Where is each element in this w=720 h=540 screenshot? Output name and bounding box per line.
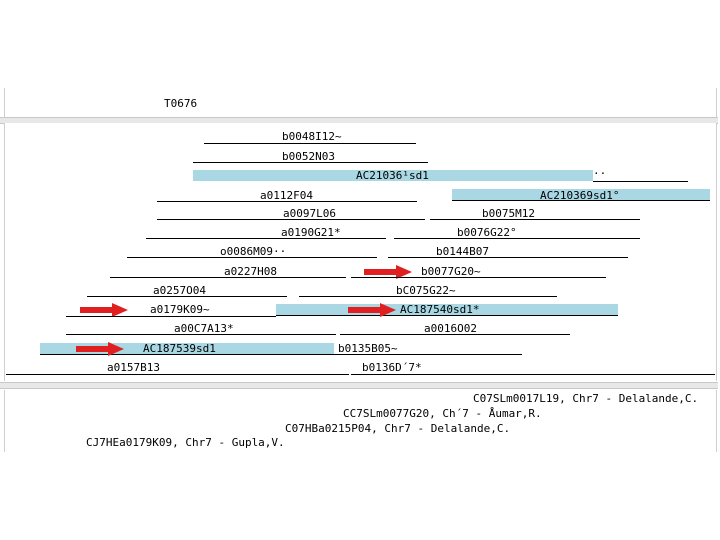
clone-label[interactable]: a0257O04 (153, 284, 206, 297)
info-line[interactable]: C07HBa0215P04, Chr7 - Delalande,C. (285, 422, 511, 435)
info-line[interactable]: CJ7HEa0179K09, Chr7 - Gupla,V. (86, 436, 285, 449)
clone-label[interactable]: AC187539sd1 (143, 342, 216, 355)
red-arrow-icon (80, 303, 128, 317)
sequenced-clone-bar[interactable] (193, 170, 593, 181)
clone-label[interactable]: a0179K09~ (150, 303, 210, 316)
clone-label[interactable]: b0075M12 (482, 207, 535, 220)
red-arrow-icon (76, 342, 124, 356)
clone-line[interactable] (110, 277, 346, 278)
clone-line[interactable] (394, 238, 640, 239)
clone-line[interactable] (87, 296, 287, 297)
clone-label[interactable]: b0144B07 (436, 245, 489, 258)
clone-line[interactable] (127, 257, 377, 258)
clone-line[interactable] (334, 354, 522, 355)
clone-label[interactable]: AC21036¹sd1 (356, 169, 429, 182)
clone-label[interactable]: b0136D´7* (362, 361, 422, 374)
panel-separator-bottom[interactable] (0, 382, 718, 389)
red-arrow-icon (364, 265, 412, 279)
clone-label[interactable]: AC187540sd1* (400, 303, 480, 316)
clone-line[interactable] (66, 316, 276, 317)
info-line[interactable]: C07SLm0017L19, Chr7 - Delalande,C. (473, 392, 699, 405)
clone-line[interactable] (299, 296, 557, 297)
clone-line[interactable] (6, 374, 349, 375)
clone-label[interactable]: b0077G20~ (421, 265, 481, 278)
sequenced-clone-bar[interactable] (452, 189, 710, 200)
clone-label[interactable]: a0097L06 (283, 207, 336, 220)
info-line[interactable]: CC7SLm0077G20, Ch´7 - Åumar,R. (343, 407, 542, 420)
clone-line[interactable] (351, 277, 606, 278)
clone-line[interactable] (452, 200, 710, 201)
clone-line[interactable] (157, 219, 425, 220)
sequenced-clone-bar[interactable] (40, 343, 334, 354)
clone-label[interactable]: AC210369sd1° (540, 189, 620, 202)
clone-map-panel (4, 123, 717, 381)
clone-label[interactable]: a00C7A13* (174, 322, 234, 335)
clone-line[interactable] (351, 374, 715, 375)
clone-label[interactable]: a0190G21* (281, 226, 341, 239)
clone-label[interactable]: a0157B13 (107, 361, 160, 374)
clone-label[interactable]: a0016O02 (424, 322, 477, 335)
clone-line[interactable] (146, 238, 386, 239)
clone-label[interactable]: a0227H08 (224, 265, 277, 278)
clone-label[interactable]: ·· (593, 167, 607, 180)
clone-label[interactable]: a0112F04 (260, 189, 313, 202)
clone-label[interactable]: o0086M09·· (220, 245, 287, 258)
clone-label[interactable]: b0076G22° (457, 226, 517, 239)
clone-line[interactable] (388, 257, 628, 258)
clone-line[interactable] (193, 162, 428, 163)
red-arrow-icon (348, 303, 396, 317)
clone-line[interactable] (593, 181, 688, 182)
track-id-label: T0676 (164, 97, 198, 110)
clone-line[interactable] (40, 354, 334, 355)
clone-line[interactable] (340, 334, 570, 335)
sequenced-clone-bar[interactable] (276, 304, 618, 315)
clone-line[interactable] (430, 219, 640, 220)
track-header-panel (4, 88, 717, 118)
clone-label[interactable]: b0052N03 (282, 150, 335, 163)
clone-label[interactable]: bC075G22~ (396, 284, 456, 297)
clone-info-panel (4, 390, 717, 452)
clone-label[interactable]: b0135B05~ (338, 342, 398, 355)
clone-label[interactable]: b0048I12~ (282, 130, 342, 143)
clone-line[interactable] (66, 334, 336, 335)
clone-line[interactable] (276, 315, 618, 316)
clone-line[interactable] (157, 201, 417, 202)
clone-line[interactable] (204, 143, 416, 144)
